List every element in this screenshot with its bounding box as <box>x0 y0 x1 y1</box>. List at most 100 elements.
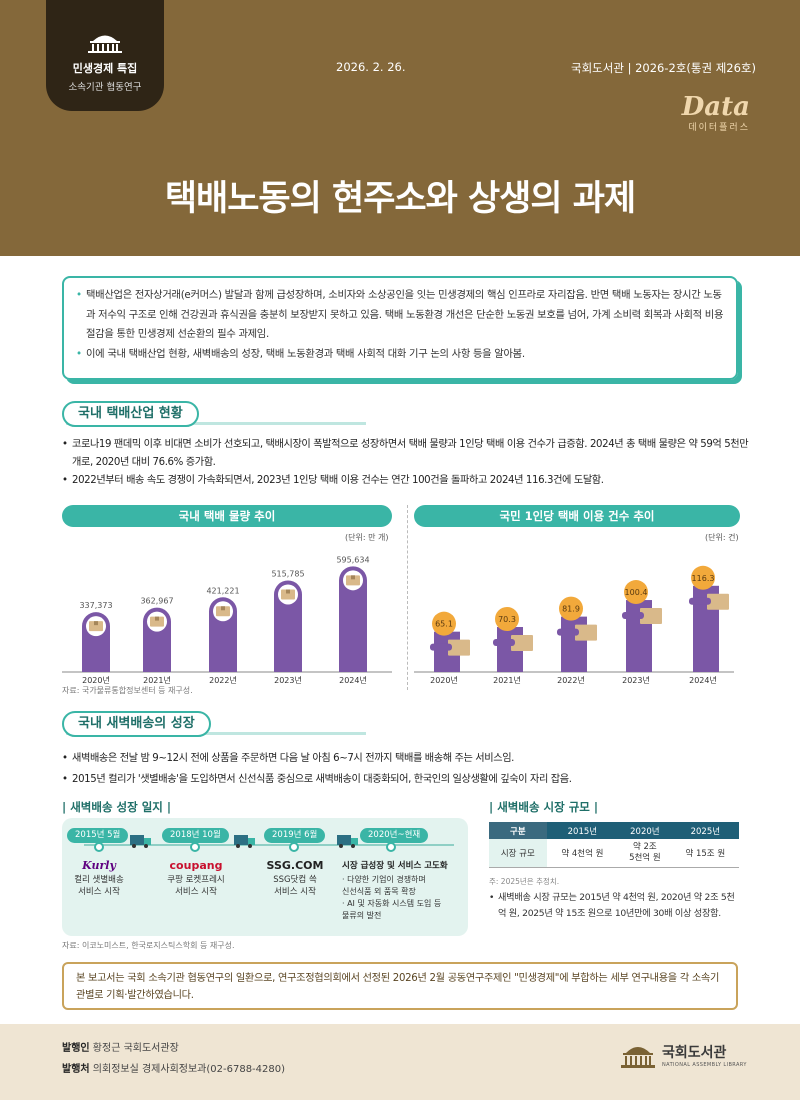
tick-label: 2024년 <box>689 675 717 685</box>
coupang-logo: coupang <box>169 859 223 872</box>
bullet-item: 2015년 컬리가 '샛별배송'을 도입하면서 신선식품 중심으로 새벽배송이 … <box>62 771 752 789</box>
page-footer: 발행인 황정근 국회도서관장 발행처 의회정보실 경제사회정보과(02-6788… <box>0 1024 800 1100</box>
timeline-year: 2019년 6월 <box>264 828 326 843</box>
chart-divider <box>407 505 408 690</box>
data-plus-logo: Data 데이터플러스 <box>682 92 750 133</box>
source-note-2: 자료: 이코노미스트, 한국로지스틱스학회 등 재구성. <box>62 941 235 950</box>
chart-parcel-volume: 337,373 2020년 362,967 2021년 421,221 2022년 515,… <box>62 555 392 685</box>
parcel-box-icon <box>281 589 295 600</box>
person-arm <box>493 639 515 647</box>
issue-number: 국회도서관 | 2026-2호(통권 제26호) <box>571 61 756 75</box>
data-label: 362,967 <box>140 597 173 606</box>
timeline-entry-coupang: coupang 쿠팡 로켓프레시 서비스 시작 <box>154 860 238 898</box>
office-name: 의회정보실 경제사회정보과(02-6788-4280) <box>92 1064 286 1075</box>
section-title-industry: 국내 택배산업 현황 <box>62 401 199 427</box>
market-heading: | 새벽배송 시장 규모 | <box>489 800 599 814</box>
ssg-logo: SSG.COM <box>266 859 324 872</box>
timeline-heading: | 새벽배송 성장 일지 | <box>62 800 172 814</box>
tick-label: 2023년 <box>622 675 650 685</box>
truck-icon <box>337 835 358 848</box>
bullet-item: 2022년부터 배송 속도 경쟁이 가속화되면서, 2023년 1인당 택배 이… <box>62 472 752 490</box>
table-cell: 약 15조 원 <box>671 839 739 868</box>
timeline-desc: 컬리 샛별배송 서비스 시작 <box>74 875 124 897</box>
tick-label: 2020년 <box>82 675 110 685</box>
parcel-box-icon <box>216 606 230 617</box>
person-arm <box>689 597 711 605</box>
bullet-item: 코로나19 팬데믹 이후 비대면 소비가 선호되고, 택배시장이 폭발적으로 성… <box>62 436 752 472</box>
bullet-item: 새벽배송은 전날 밤 9~12시 전에 상품을 주문하면 다음 날 아침 6~7… <box>62 750 752 768</box>
page-title: 택배노동의 현주소와 상생의 과제 <box>164 179 636 219</box>
parcel-box-tape <box>155 616 159 621</box>
data-label: 421,221 <box>206 586 239 595</box>
data-label: 515,785 <box>271 569 304 578</box>
data-plus-logo-word: Data <box>681 92 750 122</box>
summary-item: 이에 국내 택배산업 현황, 새벽배송의 성장, 택배 노동환경과 택배 사회적… <box>76 345 724 365</box>
badge-subtitle: 소속기관 협동연구 <box>68 82 142 93</box>
section2-bullets: 새벽배송은 전날 밤 9~12시 전에 상품을 주문하면 다음 날 아침 6~7… <box>62 750 752 789</box>
timeline-desc: 쿠팡 로켓프레시 서비스 시작 <box>167 875 225 897</box>
chart-unit-volume: (단위: 만 개) <box>345 533 389 542</box>
timeline-year: 2015년 5월 <box>67 828 129 843</box>
timeline-year: 2018년 10월 <box>162 828 229 843</box>
person-arm <box>557 628 579 636</box>
table-cell: 시장 규모 <box>489 839 547 868</box>
data-label: 337,373 <box>79 601 112 610</box>
table-header-cell: 2015년 <box>546 822 619 839</box>
parcel-box-tape <box>351 575 355 580</box>
parcel-box-tape <box>221 606 225 611</box>
page-header: 민생경제 특집 소속기관 협동연구 2026. 2. 26. 국회도서관 | 2… <box>0 0 800 256</box>
org-name: 국회도서관 <box>662 1045 727 1061</box>
data-label: 65.1 <box>435 620 453 629</box>
person-arm <box>622 612 644 620</box>
truck-icon <box>130 835 151 848</box>
org-name-english: NATIONAL ASSEMBLY LIBRARY <box>662 1062 747 1068</box>
parcel-box-tape <box>286 589 290 594</box>
chart-per-capita-usage: 65.1 2020년 70.3 2021년 81.9 2022년 100.4 2023년 116… <box>414 565 734 685</box>
parcel-box-icon <box>150 616 164 627</box>
table-header-cell: 2025년 <box>671 822 739 839</box>
timeline-desc: · 다양한 기업이 경쟁하며 신선식품 외 품목 확장 · AI 및 자동화 시… <box>342 875 442 920</box>
person-head <box>559 596 583 621</box>
summary-box: 택배산업은 전자상거래(e커머스) 발달과 함께 급성장하며, 소비자와 소상공… <box>62 276 738 380</box>
timeline-panel: 2015년 5월 2018년 10월 2019년 6월 2020년~현재 Kur… <box>62 818 468 936</box>
tick-label: 2022년 <box>209 675 237 685</box>
table-header-row: 구분 2015년 2020년 2025년 <box>489 822 739 839</box>
data-label: 100.4 <box>625 588 648 597</box>
truck-icon <box>234 835 255 848</box>
table-cell: 약 4천억 원 <box>546 839 619 868</box>
badge-title: 민생경제 특집 <box>72 62 138 75</box>
data-label: 70.3 <box>498 615 516 624</box>
timeline-year: 2020년~현재 <box>360 828 429 843</box>
timeline-entry-present: 시장 급성장 및 서비스 고도화 · 다양한 기업이 경쟁하며 신선식품 외 품… <box>342 860 466 922</box>
publish-date: 2026. 2. 26. <box>336 60 406 74</box>
tick-label: 2023년 <box>274 675 302 685</box>
assembly-building-icon <box>88 35 122 53</box>
table-header-cell: 구분 <box>489 822 547 839</box>
tick-label: 2021년 <box>493 675 521 685</box>
person-head <box>495 607 519 632</box>
summary-item: 택배산업은 전자상거래(e커머스) 발달과 함께 급성장하며, 소비자와 소상공… <box>76 286 724 345</box>
person-head <box>624 580 648 605</box>
office-label: 발행처 <box>62 1064 90 1075</box>
timeline-track <box>84 835 454 852</box>
parcel-box-icon <box>89 621 103 632</box>
table-cell: 약 2조 5천억 원 <box>618 839 672 868</box>
market-note: 주: 2025년은 추정치. <box>489 877 560 886</box>
timeline-entry-kurly: Kurly 컬리 샛별배송 서비스 시작 <box>62 860 136 898</box>
timeline-present-heading: 시장 급성장 및 서비스 고도화 <box>342 861 448 871</box>
publisher-info: 발행인 황정근 국회도서관장 발행처 의회정보실 경제사회정보과(02-6788… <box>62 1038 285 1080</box>
parcel-box-icon <box>448 639 470 656</box>
person-arm <box>430 643 452 651</box>
bar <box>274 580 302 672</box>
parcel-box-icon <box>346 575 360 586</box>
publisher-name: 황정근 국회도서관장 <box>92 1043 179 1054</box>
section1-bullets: 코로나19 팬데믹 이후 비대면 소비가 선호되고, 택배시장이 폭발적으로 성… <box>62 436 752 490</box>
kurly-logo: Kurly <box>82 859 116 872</box>
market-summary: 새벽배송 시장 규모는 2015년 약 4천억 원, 2020년 약 2조 5천… <box>489 890 739 922</box>
series-badge: 민생경제 특집 소속기관 협동연구 <box>46 0 164 111</box>
table-row: 시장 규모 약 4천억 원 약 2조 5천억 원 약 15조 원 <box>489 839 739 868</box>
chart-title-per-capita: 국민 1인당 택배 이용 건수 추이 <box>414 505 740 527</box>
tick-label: 2024년 <box>339 675 367 685</box>
tick-label: 2021년 <box>143 675 171 685</box>
data-label: 81.9 <box>562 605 580 614</box>
